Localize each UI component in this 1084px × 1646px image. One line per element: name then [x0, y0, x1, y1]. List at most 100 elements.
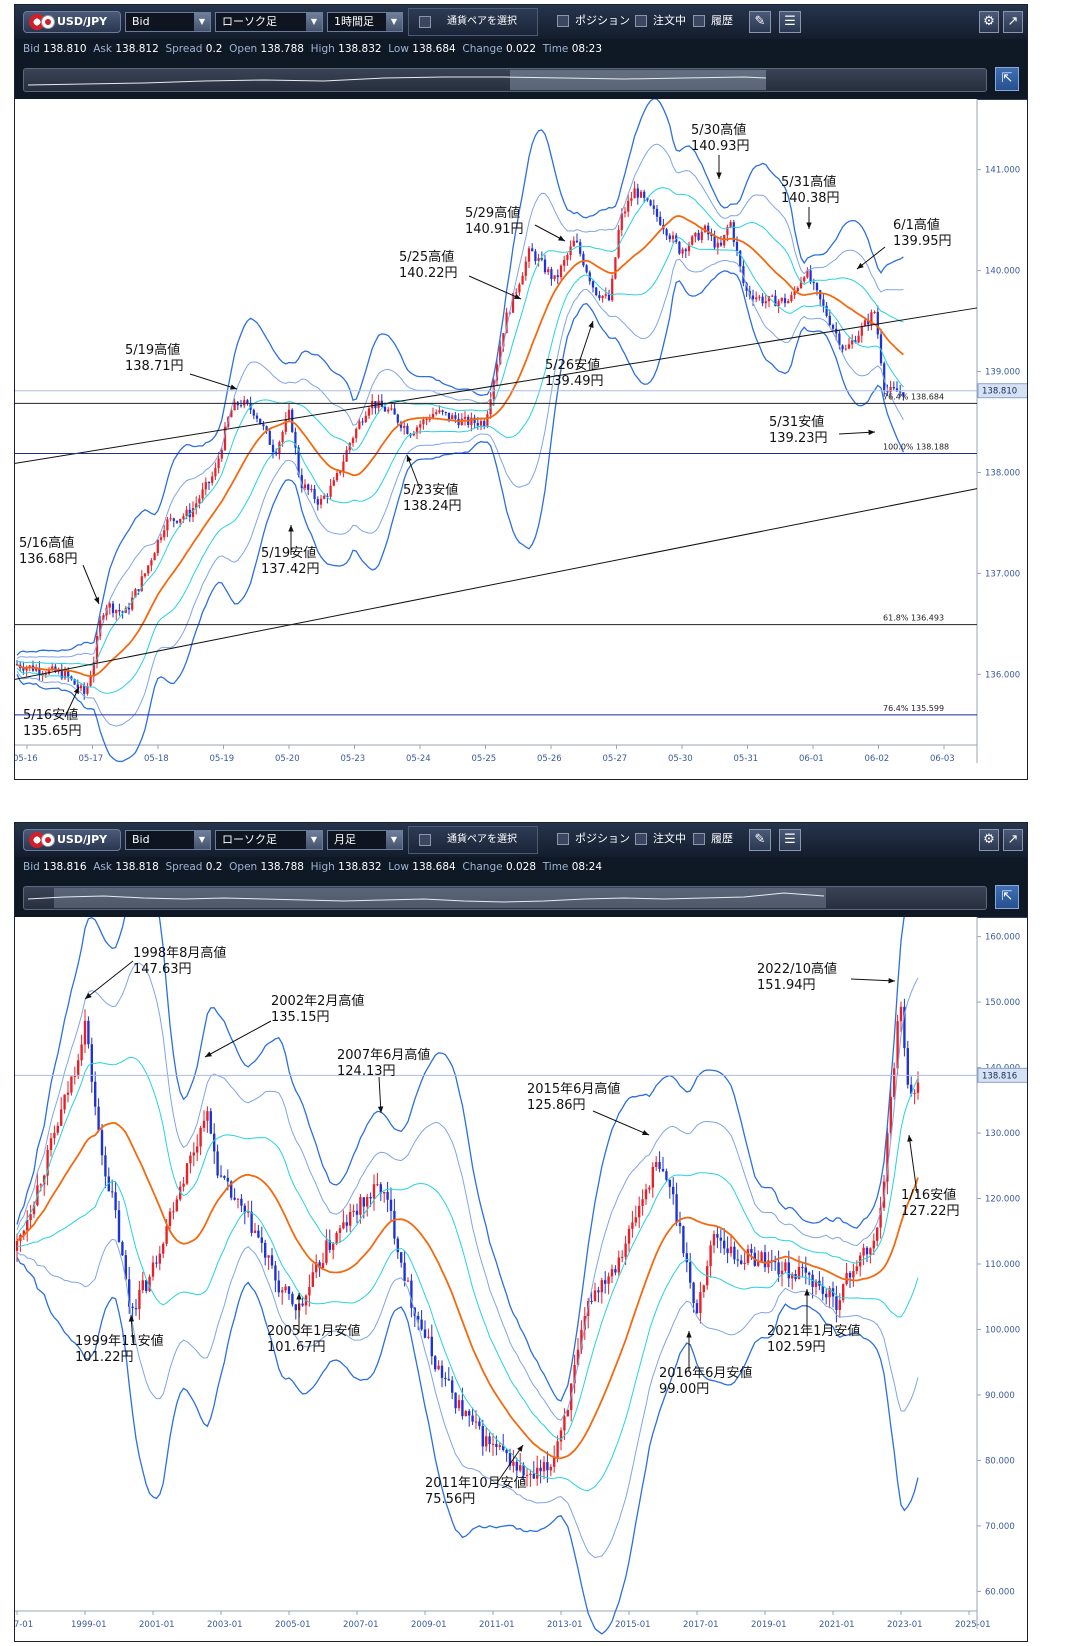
navigator-expand-icon[interactable]: ⇱	[995, 67, 1019, 91]
chart-tool-icon[interactable]: ✎	[749, 11, 771, 33]
candle-body	[774, 295, 777, 307]
x-tick-label: 05-24	[406, 754, 431, 764]
annotation-arrow-head	[296, 1293, 302, 1300]
annotation-arrow-head	[406, 455, 412, 462]
navigator-window[interactable]	[54, 888, 826, 908]
positions-checkbox[interactable]	[557, 833, 569, 845]
candle-body	[821, 1285, 824, 1294]
candle-body	[393, 408, 396, 415]
navigator-scrollbar[interactable]	[23, 68, 987, 92]
chart-toolbar: USD/JPY Bid ▼ ローソク足 ▼ 1時間足 ▼ 通貨ペアを選択 ポジション …	[15, 5, 1027, 39]
chart-type-select[interactable]: ローソク足 ▼	[215, 12, 323, 32]
candle-body	[435, 412, 438, 414]
navigator-expand-icon[interactable]: ⇱	[995, 885, 1019, 909]
candle-body	[633, 188, 636, 199]
candle-body	[479, 421, 483, 426]
x-tick-label: 05-25	[472, 754, 497, 764]
candle-body	[474, 1421, 478, 1423]
candle-body	[780, 298, 783, 302]
history-checkbox[interactable]	[693, 833, 705, 845]
candle-body	[611, 278, 614, 301]
candle-body	[217, 458, 220, 469]
x-tick-label: 05-19	[210, 754, 235, 764]
x-tick-label: 05-30	[668, 754, 693, 764]
candle-body	[454, 1392, 457, 1409]
candle-body	[777, 301, 780, 307]
select-pair-checkbox[interactable]	[419, 16, 431, 28]
candle-body	[226, 1177, 229, 1182]
timeframe-select[interactable]: 月足 ▼	[327, 830, 403, 850]
popout-icon[interactable]: ↗	[1003, 829, 1023, 851]
currency-pair-button[interactable]: USD/JPY	[23, 829, 121, 851]
candle-body	[512, 1461, 515, 1466]
candle-body	[787, 1262, 790, 1279]
candle-body	[158, 1253, 161, 1264]
annotation-arrow-head	[588, 321, 594, 328]
chevron-down-icon: ▼	[306, 831, 322, 849]
candle-body	[681, 249, 684, 254]
candle-body	[655, 208, 659, 217]
annotation-title: 5/29高値	[465, 205, 520, 221]
candle-body	[873, 311, 876, 313]
candle-body	[582, 253, 585, 266]
candle-body	[699, 1292, 702, 1313]
candle-body	[420, 1319, 423, 1330]
candle-body	[661, 1168, 665, 1172]
orders-checkbox[interactable]	[635, 833, 647, 845]
candle-body	[758, 296, 761, 298]
candle-body	[658, 1162, 661, 1169]
price-type-select[interactable]: Bid ▼	[125, 12, 211, 32]
annotation-arrow-line	[576, 320, 594, 370]
candle-body	[489, 399, 492, 415]
candle-body	[359, 1197, 362, 1215]
candle-body	[345, 1222, 348, 1226]
list-icon[interactable]: ☰	[779, 11, 801, 33]
x-tick-label: 05-23	[341, 754, 366, 764]
candle-body	[326, 495, 329, 497]
candle-body	[841, 345, 844, 350]
gear-icon[interactable]: ⚙	[979, 11, 999, 33]
candle-body	[822, 299, 825, 306]
history-checkbox[interactable]	[693, 15, 705, 27]
navigator-scrollbar[interactable]	[23, 886, 987, 910]
candle-body	[515, 292, 518, 294]
chart-toolbar: USD/JPY Bid ▼ ローソク足 ▼ 月足 ▼ 通貨ペアを選択 ポジション 注文…	[15, 823, 1027, 857]
popout-icon[interactable]: ↗	[1003, 11, 1023, 33]
candle-body	[175, 520, 179, 523]
candle-body	[349, 1211, 352, 1226]
chart-type-select[interactable]: ローソク足 ▼	[215, 830, 323, 850]
history-label: 履歴	[711, 14, 733, 27]
annotation-arrow-head	[517, 1445, 523, 1452]
time-value: 08:24	[571, 861, 602, 873]
candle-body	[916, 1082, 920, 1093]
bollinger-upper-2sigma	[16, 143, 904, 659]
x-tick-label: 2001-01	[139, 1620, 175, 1630]
navigator-window[interactable]	[510, 70, 766, 90]
timeframe-select[interactable]: 1時間足 ▼	[327, 12, 403, 32]
candle-body	[189, 1155, 192, 1164]
candle-body	[311, 1272, 314, 1287]
candle-body	[636, 188, 639, 198]
navigator-overview	[27, 888, 826, 908]
candle-body	[246, 400, 249, 404]
candle-body	[348, 443, 351, 451]
candle-body	[723, 1240, 726, 1249]
orders-checkbox[interactable]	[635, 15, 647, 27]
bid-value: 138.810	[43, 43, 87, 55]
select-pair-button[interactable]: 通貨ペアを選択	[408, 826, 538, 854]
open-label: Open	[229, 861, 258, 873]
select-pair-checkbox[interactable]	[419, 834, 431, 846]
currency-pair-button[interactable]: USD/JPY	[23, 11, 121, 33]
annotation-value: 140.91円	[465, 222, 524, 237]
select-pair-button[interactable]: 通貨ペアを選択	[408, 8, 538, 36]
candle-body	[15, 664, 19, 666]
chart-tool-icon[interactable]: ✎	[749, 829, 771, 851]
candle-body	[454, 415, 457, 419]
candle-body	[831, 325, 835, 329]
positions-checkbox[interactable]	[557, 15, 569, 27]
candle-body	[732, 222, 735, 242]
gear-icon[interactable]: ⚙	[979, 829, 999, 851]
annotation-value: 140.93円	[691, 139, 750, 154]
list-icon[interactable]: ☰	[779, 829, 801, 851]
price-type-select[interactable]: Bid ▼	[125, 830, 211, 850]
